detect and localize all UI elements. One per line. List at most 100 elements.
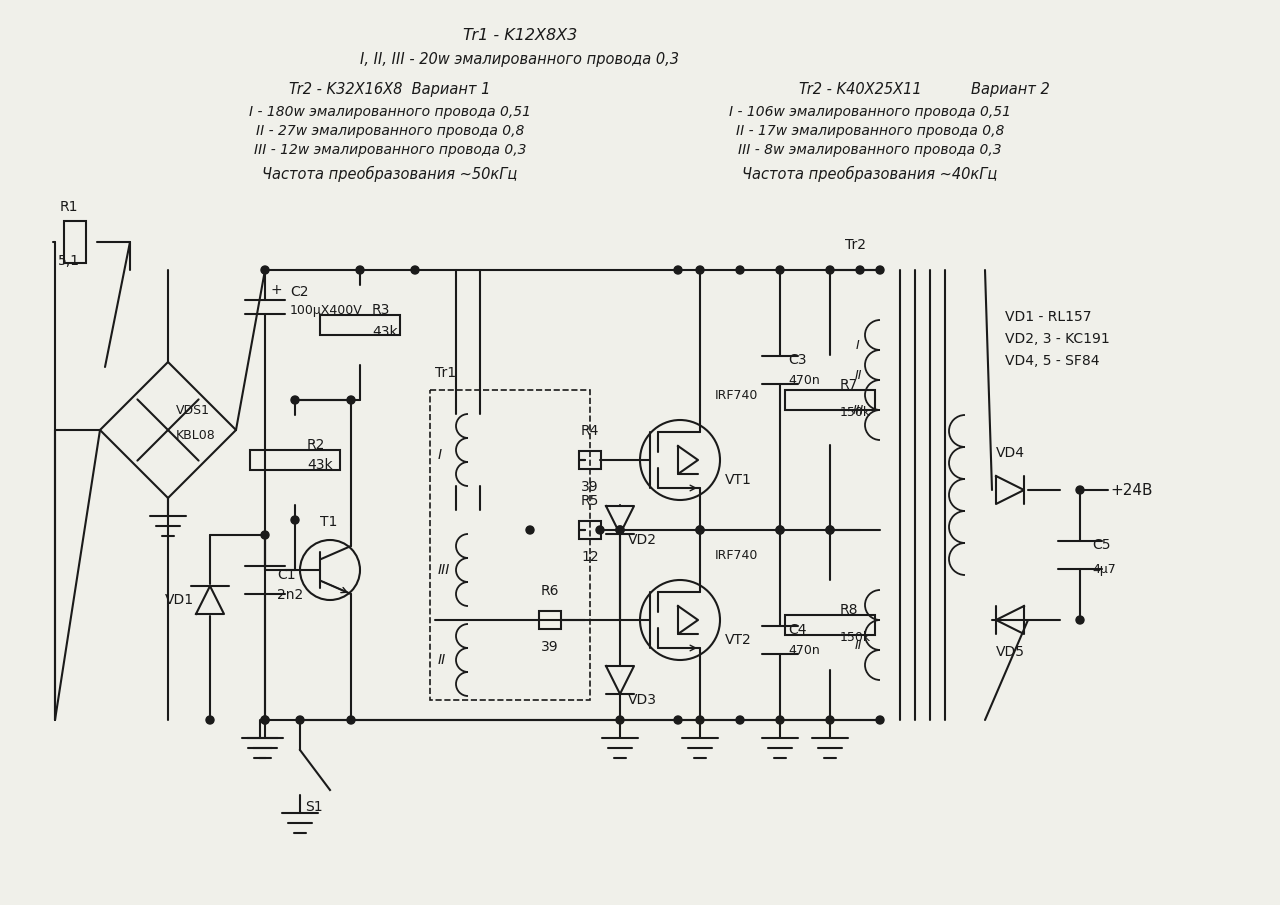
- Text: VD1 - RL157: VD1 - RL157: [1005, 310, 1092, 324]
- Text: VT2: VT2: [724, 633, 751, 647]
- Text: II: II: [854, 639, 861, 652]
- Circle shape: [776, 266, 783, 274]
- Text: C2: C2: [291, 285, 308, 299]
- Text: +24В: +24В: [1110, 482, 1152, 498]
- Text: Частота преобразования ~40кГц: Частота преобразования ~40кГц: [742, 166, 997, 182]
- Text: VD3: VD3: [628, 693, 657, 707]
- Circle shape: [1076, 486, 1084, 494]
- Text: T1: T1: [320, 515, 338, 529]
- Text: I - 106w эмалированного провода 0,51: I - 106w эмалированного провода 0,51: [730, 105, 1011, 119]
- Text: R5: R5: [581, 494, 599, 508]
- Text: R3: R3: [372, 303, 390, 317]
- Text: R1: R1: [60, 200, 78, 214]
- Text: C4: C4: [788, 623, 806, 637]
- Text: 12: 12: [581, 550, 599, 564]
- Bar: [785, 615, 876, 635]
- Text: 470n: 470n: [788, 374, 819, 386]
- Text: Tr1 - K12X8X3: Tr1 - K12X8X3: [463, 28, 577, 43]
- Circle shape: [261, 531, 269, 539]
- Circle shape: [826, 716, 835, 724]
- Circle shape: [291, 516, 300, 524]
- Text: III - 12w эмалированного провода 0,3: III - 12w эмалированного провода 0,3: [253, 143, 526, 157]
- Circle shape: [736, 266, 744, 274]
- Text: 43k: 43k: [307, 458, 333, 472]
- Text: IRF740: IRF740: [716, 388, 758, 402]
- Text: VD4, 5 - SF84: VD4, 5 - SF84: [1005, 354, 1100, 368]
- Circle shape: [876, 266, 884, 274]
- Text: VD2: VD2: [628, 533, 657, 547]
- Text: 100μX400V: 100μX400V: [291, 303, 362, 317]
- Text: KBL08: KBL08: [177, 428, 216, 442]
- Text: 5,1: 5,1: [58, 254, 79, 268]
- Text: II - 17w эмалированного провода 0,8: II - 17w эмалированного провода 0,8: [736, 124, 1005, 138]
- Text: II: II: [854, 368, 861, 382]
- Text: III: III: [852, 404, 864, 416]
- Circle shape: [826, 526, 835, 534]
- Text: R7: R7: [840, 378, 859, 392]
- Text: C5: C5: [1092, 538, 1111, 552]
- Circle shape: [696, 526, 704, 534]
- Circle shape: [876, 716, 884, 724]
- Bar: [785, 390, 876, 410]
- Text: III: III: [438, 563, 451, 577]
- Text: II: II: [438, 653, 447, 667]
- Text: I, II, III - 20w эмалированного провода 0,3: I, II, III - 20w эмалированного провода …: [361, 52, 680, 67]
- Circle shape: [696, 266, 704, 274]
- Text: VD2, 3 - KC191: VD2, 3 - KC191: [1005, 332, 1110, 346]
- Circle shape: [206, 716, 214, 724]
- Text: 150k: 150k: [840, 631, 872, 643]
- Bar: [64, 221, 86, 263]
- Circle shape: [616, 716, 625, 724]
- Circle shape: [261, 716, 269, 724]
- Text: S1: S1: [305, 800, 323, 814]
- Circle shape: [776, 526, 783, 534]
- Circle shape: [776, 526, 783, 534]
- Circle shape: [616, 526, 625, 534]
- Bar: [430, 390, 590, 700]
- Bar: [320, 315, 399, 335]
- Text: C3: C3: [788, 353, 806, 367]
- Text: 4μ7: 4μ7: [1092, 563, 1116, 576]
- Circle shape: [261, 266, 269, 274]
- Circle shape: [616, 526, 625, 534]
- Circle shape: [675, 266, 682, 274]
- Circle shape: [826, 526, 835, 534]
- Circle shape: [696, 526, 704, 534]
- Circle shape: [696, 716, 704, 724]
- Circle shape: [596, 526, 604, 534]
- Circle shape: [856, 266, 864, 274]
- Text: VD5: VD5: [996, 645, 1024, 659]
- Text: R4: R4: [581, 424, 599, 438]
- Text: Tr1: Tr1: [435, 366, 456, 380]
- Text: 39: 39: [541, 640, 559, 654]
- Circle shape: [347, 396, 355, 404]
- Circle shape: [261, 716, 269, 724]
- Circle shape: [776, 716, 783, 724]
- Circle shape: [826, 266, 835, 274]
- Bar: [250, 450, 340, 470]
- Circle shape: [1076, 616, 1084, 624]
- Bar: [539, 611, 561, 629]
- Text: IRF740: IRF740: [716, 548, 758, 561]
- Text: 150k: 150k: [840, 405, 872, 418]
- Bar: [579, 451, 602, 469]
- Text: I: I: [856, 338, 860, 351]
- Text: R8: R8: [840, 603, 859, 617]
- Text: +: +: [270, 283, 282, 297]
- Circle shape: [675, 716, 682, 724]
- Text: Tr2: Tr2: [845, 238, 867, 252]
- Circle shape: [736, 716, 744, 724]
- Circle shape: [291, 396, 300, 404]
- Text: R2: R2: [307, 438, 325, 452]
- Text: VDS1: VDS1: [177, 404, 210, 416]
- Text: VD4: VD4: [996, 446, 1024, 460]
- Text: Tr2 - K40X25X11: Tr2 - K40X25X11: [799, 82, 922, 97]
- Text: VD1: VD1: [165, 593, 195, 607]
- Circle shape: [347, 716, 355, 724]
- Text: I: I: [438, 448, 442, 462]
- Circle shape: [526, 526, 534, 534]
- Text: III - 8w эмалированного провода 0,3: III - 8w эмалированного провода 0,3: [739, 143, 1002, 157]
- Text: Вариант 2: Вариант 2: [970, 82, 1050, 97]
- Text: Tr2 - K32X16X8  Вариант 1: Tr2 - K32X16X8 Вариант 1: [289, 82, 490, 97]
- Text: C1: C1: [276, 568, 296, 582]
